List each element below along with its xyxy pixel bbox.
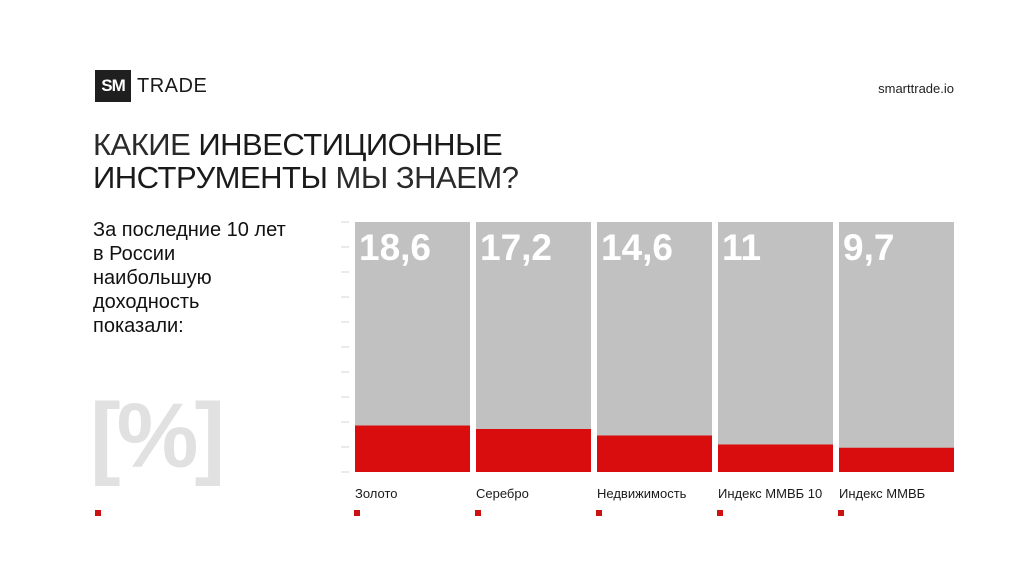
logo-text: TRADE xyxy=(137,74,208,97)
category-label: Индекс ММВБ xyxy=(839,486,925,501)
category-label: Недвижимость xyxy=(597,486,687,501)
value-label: 14,6 xyxy=(601,227,673,268)
bar-background xyxy=(839,222,954,472)
bar-value xyxy=(355,425,470,472)
accent-dot xyxy=(95,510,101,516)
bars xyxy=(355,222,954,472)
category-dot xyxy=(717,510,723,516)
site-link[interactable]: smarttrade.io xyxy=(878,81,954,96)
logo: SM TRADE xyxy=(95,70,207,102)
value-label: 18,6 xyxy=(359,227,431,268)
bar-value xyxy=(839,447,954,472)
category-dot xyxy=(475,510,481,516)
category-dots xyxy=(354,510,844,516)
title-line1-light: КАКИЕ xyxy=(93,127,199,162)
category-label: Индекс ММВБ 10 xyxy=(718,486,822,501)
category-label: Золото xyxy=(355,486,398,501)
title-line2-light: МЫ ЗНАЕМ? xyxy=(335,160,519,195)
category-dot xyxy=(838,510,844,516)
page-title: КАКИЕ ИНВЕСТИЦИОННЫЕ ИНСТРУМЕНТЫ МЫ ЗНАЕ… xyxy=(93,127,519,195)
value-label: 11 xyxy=(722,227,761,268)
title-line1-strong: ИНВЕСТИЦИОННЫЕ xyxy=(198,127,503,162)
title-line2-strong: ИНСТРУМЕНТЫ xyxy=(93,160,336,195)
value-label: 17,2 xyxy=(480,227,552,268)
category-label: Серебро xyxy=(476,486,529,501)
category-dot xyxy=(596,510,602,516)
logo-mark: SM xyxy=(95,70,131,102)
percent-unit-mark: [%] xyxy=(90,385,225,487)
bar-value xyxy=(597,435,712,472)
chart-note: За последние 10 лет в России наибольшую … xyxy=(93,219,286,337)
category-dot xyxy=(354,510,360,516)
value-labels: 18,6 17,2 14,6 11 9,7 xyxy=(359,227,894,268)
y-axis-ticks xyxy=(341,221,349,473)
value-label: 9,7 xyxy=(843,227,894,268)
category-labels: Золото Серебро Недвижимость Индекс ММВБ 10 И… xyxy=(355,486,925,501)
bar-value xyxy=(476,429,591,472)
bar-background xyxy=(718,222,833,472)
bar-value xyxy=(718,444,833,472)
bar-background xyxy=(597,222,712,472)
